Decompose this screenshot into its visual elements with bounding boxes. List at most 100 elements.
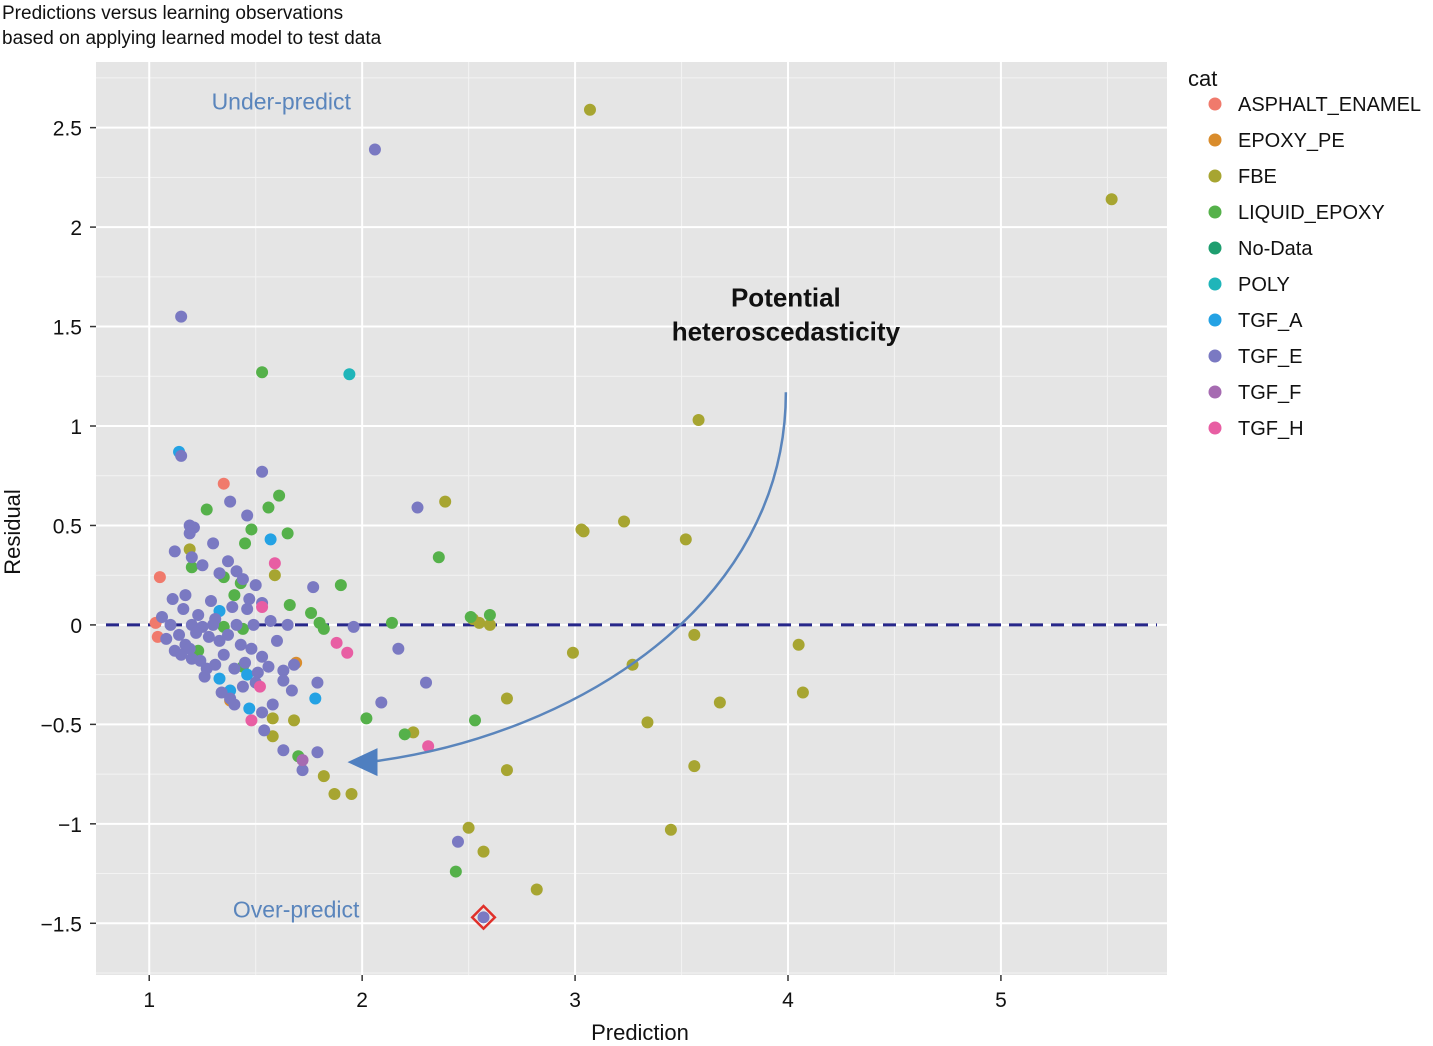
point-fbe [577, 525, 590, 538]
chart-title: Predictions versus learning observations [2, 3, 343, 24]
y-tick-label: 1 [70, 416, 82, 439]
legend-swatch [1208, 133, 1222, 147]
point-tgf-e [222, 555, 235, 568]
point-fbe [530, 883, 543, 896]
point-fbe [500, 692, 513, 705]
point-liquid-epoxy [317, 622, 330, 635]
point-tgf-e [239, 656, 252, 669]
point-tgf-e [185, 551, 198, 564]
point-tgf-e [277, 664, 290, 677]
point-tgf-e [175, 449, 188, 462]
point-liquid-epoxy [398, 728, 411, 741]
point-tgf-e [249, 579, 262, 592]
point-tgf-e [224, 495, 237, 508]
y-tick-label: −0.5 [41, 714, 82, 737]
point-fbe [692, 414, 705, 427]
legend-item: EPOXY_PE [1208, 130, 1345, 152]
point-fbe [1105, 193, 1118, 206]
point-liquid-epoxy [432, 551, 445, 564]
point-tgf-h [253, 680, 266, 693]
legend-label: POLY [1238, 274, 1290, 296]
y-tick-label: −1 [58, 814, 82, 837]
y-axis-ticks: −1.5 −1 −0.5 0 0.5 1 1.5 2 2.5 [41, 118, 96, 936]
point-tgf-e [256, 465, 269, 478]
point-asphalt-enamel [217, 477, 230, 490]
legend-label: ASPHALT_ENAMEL [1238, 94, 1421, 116]
point-tgf-e [234, 638, 247, 651]
point-fbe [439, 495, 452, 508]
point-fbe [641, 716, 654, 729]
point-tgf-e [420, 676, 433, 689]
point-fbe [713, 696, 726, 709]
legend-swatch [1208, 313, 1222, 327]
point-liquid-epoxy [245, 523, 258, 536]
legend-label: EPOXY_PE [1238, 130, 1345, 152]
point-tgf-e [256, 650, 269, 663]
point-tgf-e [179, 589, 192, 602]
legend: ASPHALT_ENAMEL EPOXY_PE FBE LIQUID_EPOXY No-… [1208, 94, 1421, 440]
point-tgf-e [347, 620, 360, 633]
point-tgf-e [190, 626, 203, 639]
point-tgf-e [247, 618, 260, 631]
point-tgf-h [268, 557, 281, 570]
x-tick-label: 4 [782, 989, 794, 1012]
point-tgf-e [228, 662, 241, 675]
point-fbe [796, 686, 809, 699]
legend-item: POLY [1208, 274, 1290, 296]
point-fbe [679, 533, 692, 546]
point-tgf-e [213, 634, 226, 647]
point-tgf-e [228, 698, 241, 711]
grid-major [96, 62, 1167, 975]
legend-item: LIQUID_EPOXY [1208, 202, 1385, 224]
point-tgf-e [277, 744, 290, 757]
highlight-marker [470, 904, 497, 931]
point-tgf-e [236, 680, 249, 693]
y-tick-label: −1.5 [41, 913, 82, 936]
point-tgf-e [194, 654, 207, 667]
legend-label: TGF_H [1238, 418, 1304, 440]
point-tgf-e [375, 696, 388, 709]
point-tgf-a [243, 702, 256, 715]
point-tgf-e [230, 618, 243, 631]
point-tgf-e [241, 509, 254, 522]
point-tgf-e [192, 608, 205, 621]
legend-label: TGF_A [1238, 310, 1303, 332]
annotations: Under-predict Over-predict Potentialhetero… [212, 89, 901, 923]
point-tgf-e [296, 764, 309, 777]
legend-swatch [1208, 241, 1222, 255]
point-tgf-e [204, 595, 217, 608]
point-fbe [345, 787, 358, 800]
point-tgf-e [285, 684, 298, 697]
point-tgf-e [236, 573, 249, 586]
point-tgf-e [198, 670, 211, 683]
point-poly [343, 368, 356, 381]
point-tgf-e [164, 618, 177, 631]
plot-panel [96, 62, 1167, 975]
legend-swatch [1208, 97, 1222, 111]
point-tgf-e [202, 630, 215, 643]
point-liquid-epoxy [360, 712, 373, 725]
point-tgf-e [175, 648, 188, 661]
point-tgf-e [281, 618, 294, 631]
point-tgf-e [156, 610, 169, 623]
legend-swatch [1208, 385, 1222, 399]
point-tgf-e [245, 642, 258, 655]
point-fbe [688, 628, 701, 641]
legend-label: TGF_E [1238, 346, 1302, 368]
legend-title: cat [1188, 66, 1217, 91]
y-tick-label: 0 [70, 615, 82, 638]
point-tgf-e [277, 674, 290, 687]
legend-item: TGF_H [1208, 418, 1304, 440]
point-tgf-f [296, 754, 309, 767]
point-liquid-epoxy [228, 589, 241, 602]
point-fbe [664, 823, 677, 836]
x-tick-label: 2 [356, 989, 368, 1012]
legend-item: TGF_A [1208, 310, 1303, 332]
legend-swatch [1208, 349, 1222, 363]
point-liquid-epoxy [273, 489, 286, 502]
legend-label: LIQUID_EPOXY [1238, 202, 1385, 224]
point-fbe [500, 764, 513, 777]
point-tgf-h [422, 740, 435, 753]
point-fbe [462, 821, 475, 834]
